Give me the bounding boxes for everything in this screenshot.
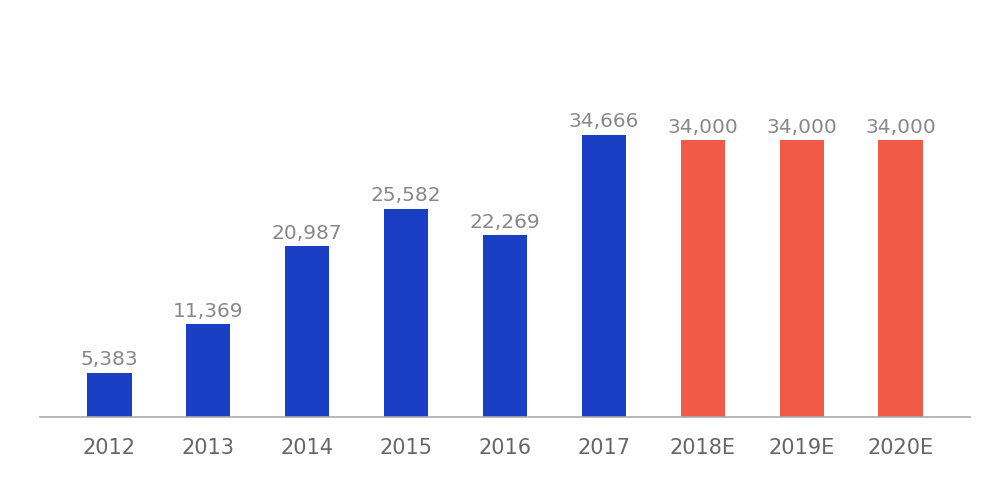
Text: 22,269: 22,269 bbox=[470, 213, 540, 232]
Text: 20,987: 20,987 bbox=[272, 223, 342, 243]
Bar bbox=[186, 324, 230, 416]
Bar bbox=[285, 246, 329, 416]
Bar bbox=[681, 140, 725, 416]
Text: 34,000: 34,000 bbox=[766, 118, 837, 137]
Bar bbox=[384, 209, 428, 416]
Text: 25,582: 25,582 bbox=[371, 186, 441, 205]
Text: 34,000: 34,000 bbox=[667, 118, 738, 137]
Bar bbox=[878, 140, 923, 416]
Text: 11,369: 11,369 bbox=[173, 302, 243, 321]
Text: 34,000: 34,000 bbox=[865, 118, 936, 137]
Text: 5,383: 5,383 bbox=[80, 350, 138, 369]
Bar bbox=[780, 140, 824, 416]
Bar bbox=[87, 373, 132, 416]
Bar bbox=[483, 236, 527, 416]
Text: 34,666: 34,666 bbox=[569, 112, 639, 131]
Bar bbox=[582, 135, 626, 416]
